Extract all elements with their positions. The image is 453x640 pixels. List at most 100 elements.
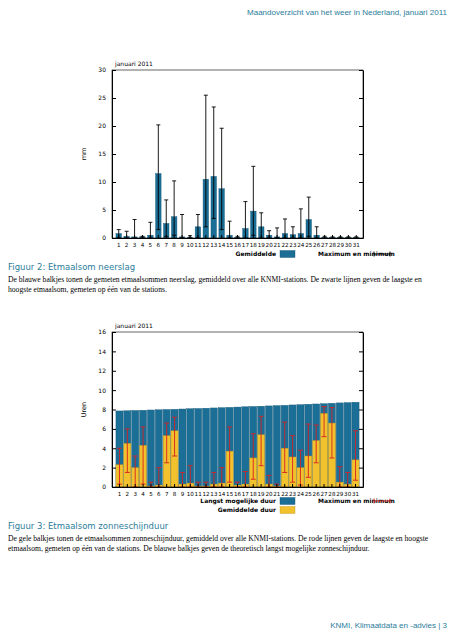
x-tick: 31 — [353, 235, 361, 248]
x-tick: 4 — [141, 235, 145, 248]
error-bar — [277, 228, 278, 238]
x-tick: 17 — [242, 484, 250, 497]
error-cap — [299, 208, 303, 209]
bar — [297, 405, 304, 487]
error-cap — [180, 472, 185, 473]
error-cap — [117, 448, 122, 449]
series — [116, 174, 359, 238]
bar — [227, 235, 233, 238]
bar — [155, 410, 162, 487]
error-cap — [322, 436, 327, 437]
x-tick: 1 — [117, 235, 121, 248]
tick-mark — [166, 484, 167, 487]
x-tick: 21 — [274, 235, 282, 248]
tick-label: 21 — [273, 491, 281, 497]
tick-label: 4 — [141, 491, 145, 497]
error-cap — [164, 423, 169, 424]
tick-label: 30 — [98, 66, 106, 73]
bar — [344, 403, 351, 487]
x-tick: 26 — [313, 235, 321, 248]
error-bar — [206, 482, 207, 487]
error-bar — [118, 230, 119, 238]
error-bar — [316, 425, 317, 463]
tick-label: 16 — [234, 491, 242, 497]
tick-label: 10 — [187, 491, 195, 497]
tick-mark — [190, 484, 191, 487]
error-cap — [290, 435, 295, 436]
bar — [210, 408, 217, 487]
tick-label: 16 — [234, 242, 242, 248]
bar — [258, 406, 265, 487]
tick-mark — [359, 98, 363, 99]
tick-label: 6 — [157, 242, 161, 248]
tick-mark — [316, 235, 317, 238]
error-bar — [229, 427, 230, 482]
bar — [336, 403, 343, 487]
y-tick — [359, 448, 363, 449]
error-cap — [204, 226, 208, 227]
error-bar — [158, 468, 159, 487]
tick-mark — [112, 410, 116, 411]
legend-line — [374, 252, 375, 257]
error-cap — [251, 433, 256, 434]
x-tick: 20 — [265, 484, 273, 497]
tick-label: 8 — [173, 491, 177, 497]
x-axis: 1234567891011121314151617181920212223242… — [113, 484, 364, 497]
error-cap — [275, 227, 279, 228]
error-bar — [276, 484, 277, 487]
y-tick: 5 — [102, 206, 116, 213]
error-cap — [314, 462, 319, 463]
tick-mark — [112, 390, 116, 391]
caption-text: De gele balkjes tonen de etmaalsommen zo… — [8, 534, 440, 553]
tick-mark — [112, 182, 116, 183]
tick-mark — [359, 182, 363, 183]
y-tick — [359, 98, 363, 99]
y-tick — [359, 429, 363, 430]
y-tick: 8 — [102, 406, 116, 413]
error-cap — [315, 226, 319, 227]
tick-mark — [158, 484, 159, 487]
x-tick: 30 — [344, 484, 352, 497]
bar — [226, 407, 233, 487]
tick-mark — [308, 235, 309, 238]
error-bar — [166, 423, 167, 463]
error-cap — [156, 124, 160, 125]
error-bar — [355, 431, 356, 480]
y-tick: 10 — [98, 178, 116, 185]
x-tick: 22 — [281, 484, 288, 497]
bar — [140, 410, 147, 487]
error-cap — [172, 417, 177, 418]
tick-mark — [112, 448, 116, 449]
bar — [266, 235, 272, 238]
x-axis: 1234567891011121314151617181920212223242… — [113, 235, 364, 248]
tick-label: 12 — [202, 491, 209, 497]
error-cap — [117, 229, 121, 230]
x-tick: 27 — [320, 484, 328, 497]
bar — [195, 409, 202, 487]
x-tick: 17 — [242, 235, 250, 248]
error-cap — [156, 467, 161, 468]
error-bar — [174, 181, 175, 235]
y-tick: 2 — [102, 464, 116, 471]
tick-label: 3 — [133, 491, 137, 497]
error-bar — [166, 200, 167, 236]
error-bar — [174, 417, 175, 456]
bar — [148, 235, 154, 238]
bar — [179, 409, 186, 487]
x-tick: 13 — [210, 235, 218, 248]
bar — [314, 235, 320, 238]
plot-frame — [112, 70, 363, 238]
tick-label: 1 — [118, 491, 122, 497]
series — [116, 402, 359, 487]
tick-label: 15 — [226, 491, 234, 497]
x-tick: 7 — [165, 484, 169, 497]
y-axis-right — [359, 333, 364, 488]
tick-mark — [182, 235, 183, 238]
tick-label: 30 — [345, 242, 353, 248]
tick-label: 3 — [133, 242, 137, 248]
error-bar — [245, 472, 246, 488]
x-tick: 2 — [125, 235, 129, 248]
tick-mark — [206, 484, 207, 487]
error-bar — [300, 209, 301, 238]
error-bar — [213, 472, 214, 487]
